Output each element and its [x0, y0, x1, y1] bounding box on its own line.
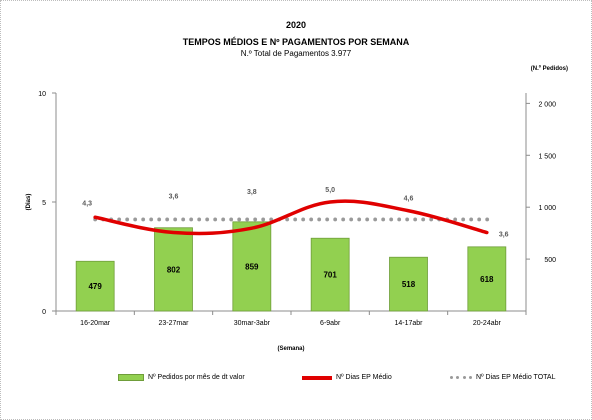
legend-label-pedidos: Nº Pedidos por mês de dt valor	[148, 374, 245, 381]
total-average-dot	[309, 217, 314, 222]
total-average-dot	[237, 217, 242, 222]
line-value-label: 3,6	[169, 194, 179, 201]
total-average-dot	[261, 217, 266, 222]
total-average-dot	[349, 217, 354, 222]
chart-title: TEMPOS MÉDIOS E Nº PAGAMENTOS POR SEMANA	[182, 37, 410, 47]
legend-item-pedidos: Nº Pedidos por mês de dt valor	[118, 374, 245, 381]
total-average-dot	[181, 217, 186, 222]
total-average-dot	[285, 217, 290, 222]
line-value-label: 4,6	[404, 196, 414, 203]
total-average-dot	[421, 217, 426, 222]
total-average-dot	[165, 217, 170, 222]
total-average-dot	[189, 217, 194, 222]
legend-swatch-bar	[118, 374, 144, 381]
bar	[467, 246, 507, 312]
legend-label-dias-total: Nº Dias EP Médio TOTAL	[476, 374, 556, 381]
bar-value-label: 859	[245, 262, 259, 271]
total-average-dot	[373, 217, 378, 222]
total-average-dot	[221, 217, 226, 222]
total-average-dot	[477, 217, 482, 222]
y-tick-label: 10	[38, 91, 46, 98]
line-series-dias-medio	[93, 199, 489, 236]
total-average-dot	[461, 217, 466, 222]
total-average-dot	[357, 217, 362, 222]
y-tick-label: 5	[42, 200, 46, 207]
line-value-label: 3,6	[499, 232, 509, 239]
total-average-dot	[125, 217, 130, 222]
x-axis-title: (Semana)	[277, 346, 304, 352]
total-average-dot	[325, 217, 330, 222]
total-average-dot	[381, 217, 386, 222]
bar	[232, 221, 272, 312]
bar	[154, 227, 193, 312]
line-value-label: 4,3	[82, 200, 92, 207]
total-average-dot	[205, 217, 210, 222]
total-average-dot	[133, 217, 138, 222]
x-tick-label: 23-27mar	[159, 320, 190, 327]
total-average-dot	[405, 217, 410, 222]
legend-swatch-dots	[450, 376, 472, 379]
total-average-dot	[333, 217, 338, 222]
total-average-dot	[429, 217, 434, 222]
y-axis-title: (Dias)	[26, 194, 32, 211]
bar-value-label: 701	[323, 271, 337, 280]
y2-tick-label: 500	[544, 257, 556, 264]
bar-value-label: 802	[167, 265, 181, 274]
total-average-dot	[317, 217, 322, 222]
chart-legend: Nº Pedidos por mês de dt valor Nº Dias E…	[0, 374, 592, 388]
chart-year-title: 2020	[285, 20, 307, 30]
bar	[389, 256, 428, 312]
x-tick-label: 30mar-3abr	[234, 320, 271, 327]
total-average-dot	[453, 217, 458, 222]
x-tick-label: 6-9abr	[320, 320, 341, 327]
total-average-dot	[117, 217, 122, 222]
total-average-dot	[469, 217, 474, 222]
total-average-dot	[149, 217, 154, 222]
bar-value-label: 618	[480, 275, 494, 284]
bar-value-label: 479	[88, 282, 102, 291]
x-tick-label: 20-24abr	[473, 320, 502, 327]
total-average-dot	[365, 217, 370, 222]
total-average-dot	[397, 217, 402, 222]
total-average-dot	[141, 217, 146, 222]
legend-item-dias-medio: Nº Dias EP Médio	[302, 374, 392, 381]
y2-tick-label: 1 000	[538, 205, 556, 212]
total-average-dot	[157, 217, 162, 222]
total-average-dot	[253, 217, 258, 222]
legend-label-dias-medio: Nº Dias EP Médio	[336, 374, 392, 381]
y-tick-label: 0	[42, 309, 46, 316]
line-value-label: 3,8	[247, 189, 257, 196]
chart-subtitle: N.º Total de Pagamentos 3.977	[240, 49, 352, 58]
combo-chart: 0 5 10 500 1 000 1 500 2 000 16-20mar 23-27mar 30…	[26, 66, 568, 352]
total-average-dot	[293, 217, 298, 222]
total-average-dot	[485, 217, 490, 222]
legend-item-dias-total: Nº Dias EP Médio TOTAL	[450, 374, 555, 381]
total-average-dot	[245, 217, 250, 222]
bar	[310, 237, 350, 312]
total-average-dot	[197, 217, 202, 222]
total-average-dot	[213, 217, 218, 222]
line-value-label: 5,0	[325, 187, 335, 194]
total-average-dot	[173, 217, 178, 222]
y2-axis-title: (N.º Pedidos)	[531, 66, 568, 72]
y2-tick-label: 2 000	[538, 101, 556, 108]
total-average-dot	[389, 217, 394, 222]
bar	[75, 260, 115, 312]
total-average-dot	[413, 217, 418, 222]
x-tick-label: 16-20mar	[80, 320, 111, 327]
total-average-dot	[301, 217, 306, 222]
total-average-dot	[341, 217, 346, 222]
x-tick-label: 14-17abr	[394, 320, 423, 327]
total-average-dot	[229, 217, 234, 222]
legend-swatch-line	[302, 375, 332, 380]
bar-value-label: 518	[402, 280, 416, 289]
y2-tick-label: 1 500	[538, 153, 556, 160]
